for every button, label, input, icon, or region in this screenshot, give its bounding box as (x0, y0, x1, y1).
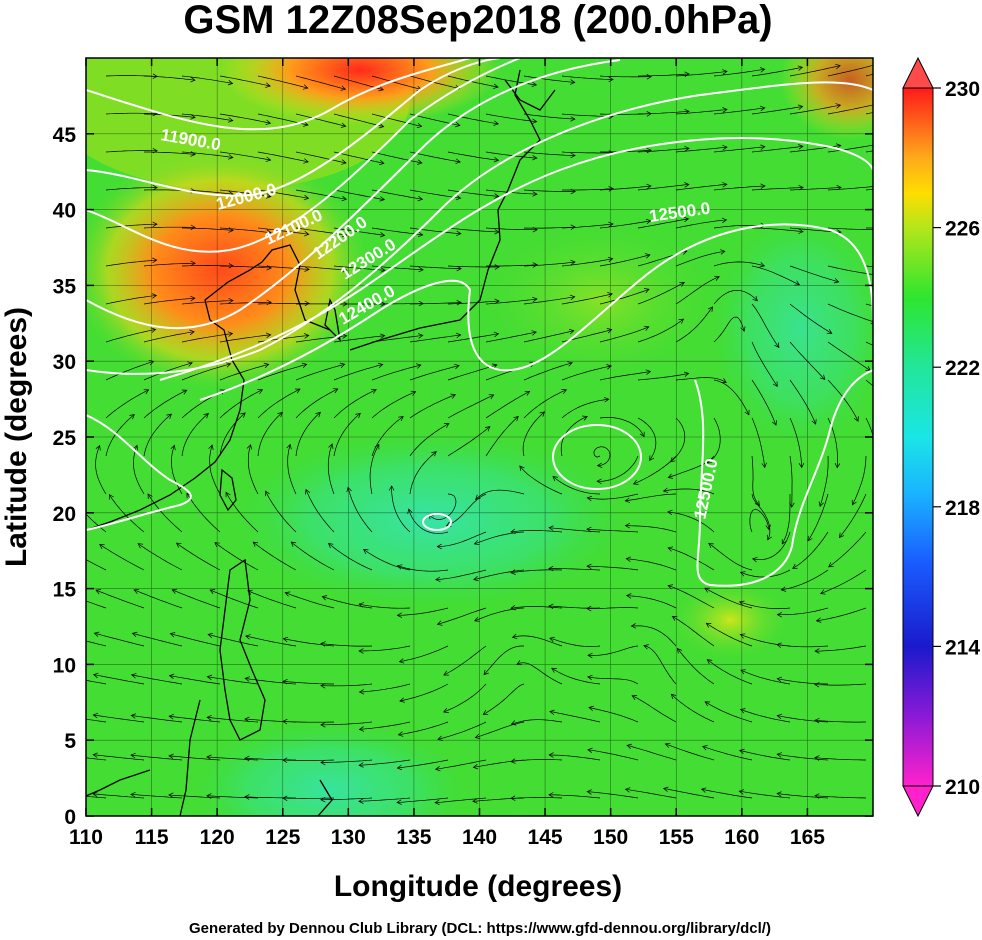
x-axis-ticks: 110 115 120 125 130 135 140 145 150 155 160 165 (69, 58, 825, 849)
height-contours (86, 58, 873, 587)
y-tick-label: 10 (53, 654, 76, 677)
x-tick-label: 125 (265, 826, 300, 849)
colorbar-tick-label: 226 (945, 218, 980, 241)
colorbar-lower-arrow (902, 785, 934, 818)
y-axis-ticks: 0 5 10 15 20 25 30 35 40 45 (53, 124, 873, 829)
x-tick-label: 110 (69, 826, 103, 849)
y-tick-label: 15 (53, 579, 77, 602)
y-tick-label: 30 (53, 351, 76, 374)
colorbar: 230 226 222 218 214 210 (902, 56, 980, 818)
y-tick-label: 20 (53, 503, 76, 526)
y-tick-label: 45 (53, 124, 77, 147)
colorbar-tick-label: 214 (945, 636, 980, 659)
map-title: GSM 12Z08Sep2018 (200.0hPa) (183, 0, 772, 42)
y-axis-label: Latitude (degrees) (0, 307, 33, 567)
y-tick-label: 35 (53, 275, 77, 298)
y-tick-label: 40 (53, 200, 76, 223)
x-tick-label: 165 (790, 826, 825, 849)
y-tick-label: 5 (64, 730, 76, 753)
footer-credit: Generated by Dennou Club Library (DCL: h… (189, 920, 771, 937)
colorbar-tick-label: 222 (945, 357, 980, 380)
colorbar-tick-label: 230 (945, 78, 980, 101)
y-tick-label: 0 (64, 806, 76, 829)
wind-streamlines (86, 62, 873, 806)
y-tick-label: 25 (53, 427, 77, 450)
x-tick-label: 115 (135, 826, 169, 849)
x-tick-label: 150 (593, 826, 628, 849)
x-tick-label: 120 (200, 826, 235, 849)
colorbar-tick-label: 210 (945, 776, 980, 799)
x-axis-label: Longitude (degrees) (334, 870, 622, 903)
x-tick-label: 145 (528, 826, 563, 849)
colorbar-upper-arrow (902, 56, 934, 89)
x-tick-label: 140 (462, 826, 497, 849)
x-tick-label: 135 (396, 826, 431, 849)
x-tick-label: 160 (724, 826, 759, 849)
colorbar-tick-label: 218 (945, 497, 980, 520)
x-tick-label: 155 (659, 826, 694, 849)
x-tick-label: 130 (331, 826, 366, 849)
